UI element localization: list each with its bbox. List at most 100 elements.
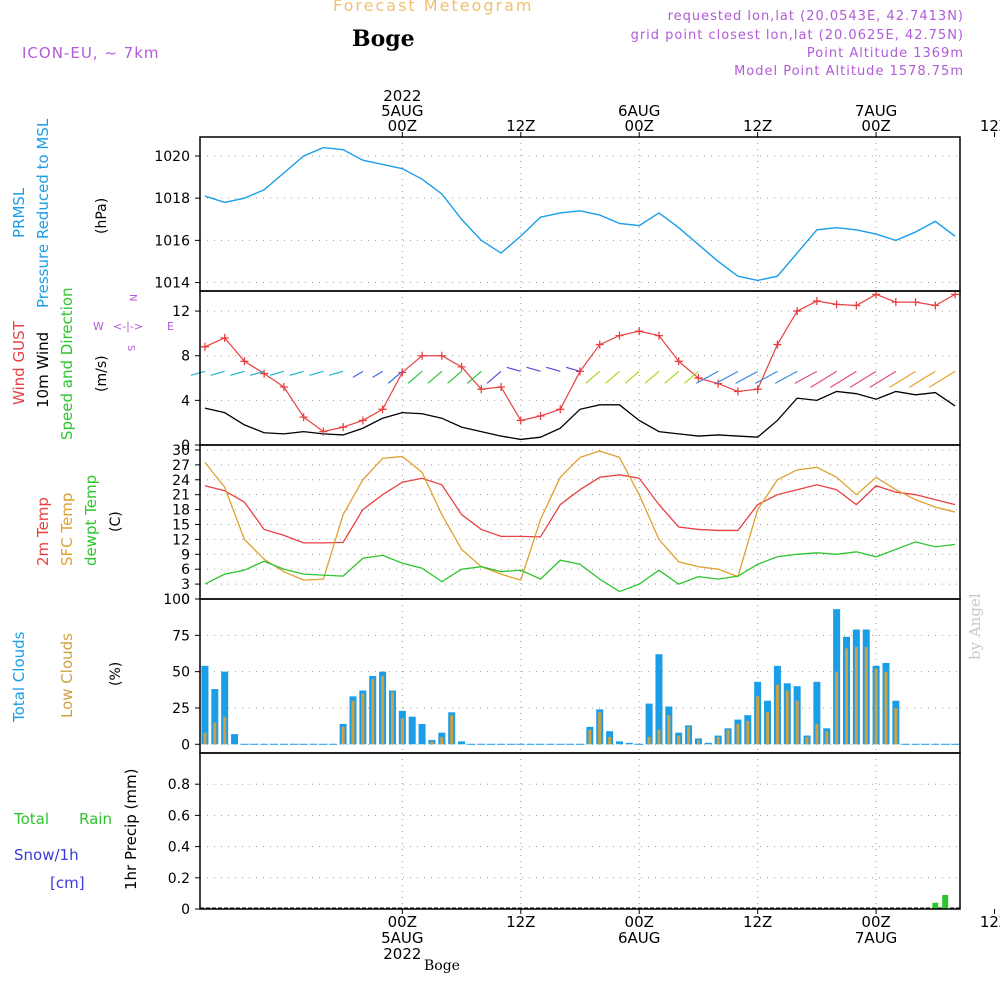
temp-sfc-line xyxy=(204,450,956,581)
y-tick-label: 50 xyxy=(172,665,190,681)
wind-gust-marker xyxy=(437,351,446,360)
low-cloud-bar xyxy=(400,718,404,745)
wind-direction-arrow xyxy=(624,370,640,384)
time-label-top: 6AUG xyxy=(618,102,660,120)
time-label-bottom: 00Z xyxy=(861,913,890,931)
low-cloud-bar xyxy=(588,729,592,745)
y-tick-label: 0.6 xyxy=(168,808,190,824)
y-tick-label: 4 xyxy=(181,393,190,409)
low-cloud-bar xyxy=(608,737,612,745)
wind-direction-arrow xyxy=(644,370,660,384)
total-cloud-bar xyxy=(615,741,623,745)
wind-gust-marker xyxy=(931,301,940,310)
wind-direction-arrow xyxy=(928,370,956,388)
wind-gust-marker xyxy=(339,423,348,432)
y-tick-label: 8 xyxy=(181,349,190,365)
wind-direction-arrow xyxy=(407,370,423,384)
wind-direction-arrow xyxy=(664,370,680,384)
wind-gust-marker xyxy=(279,382,288,391)
y-tick-label: 6 xyxy=(181,562,190,578)
low-cloud-bar xyxy=(835,671,839,745)
low-cloud-bar xyxy=(894,707,898,745)
time-label-top: 5AUG xyxy=(381,102,423,120)
y-tick-label: 0.4 xyxy=(168,840,190,856)
wind-direction-arrow xyxy=(735,370,758,384)
y-tick-label: 1018 xyxy=(154,191,190,207)
low-cloud-bar xyxy=(696,739,700,745)
wind-direction-arrow xyxy=(605,370,620,384)
time-label-top: 12Z xyxy=(743,117,772,135)
low-cloud-bar xyxy=(746,721,750,745)
snow-label: Snow/1h xyxy=(14,846,79,864)
y-tick-label: 30 xyxy=(172,443,190,459)
wind-gust-line xyxy=(204,293,956,433)
wind-gust-marker xyxy=(418,351,427,360)
low-cloud-bar xyxy=(884,671,888,745)
y-tick-label: 12 xyxy=(172,304,190,320)
wind-direction-arrow xyxy=(585,370,601,384)
y-tick-label: 1020 xyxy=(154,149,190,165)
total-cloud-bar xyxy=(645,703,653,745)
low-cloud-bar xyxy=(677,735,681,745)
wind-direction-arrow xyxy=(715,370,739,384)
wind-gust-marker xyxy=(832,300,841,309)
wind-direction-arrow xyxy=(909,370,936,388)
low-cloud-bar xyxy=(371,678,375,745)
time-label-bottom: 5AUG xyxy=(381,929,423,947)
y-tick-label: 21 xyxy=(172,488,190,504)
y-tick-label: 9 xyxy=(181,547,190,563)
wind-direction-arrow xyxy=(830,370,857,388)
wind-direction-arrow xyxy=(774,370,798,384)
low-cloud-bar xyxy=(825,731,829,745)
wind-direction-arrow xyxy=(684,370,699,384)
wind-direction-arrow xyxy=(849,370,877,388)
y-tick-label: 0 xyxy=(181,592,190,608)
wind-gust-marker xyxy=(497,382,506,391)
wind-direction-arrow xyxy=(328,370,344,376)
compass-w: W xyxy=(93,320,104,333)
wind-direction-arrow xyxy=(249,370,265,376)
low-cloud-bar xyxy=(390,691,394,745)
clouds-unit-label: (%) xyxy=(108,662,124,686)
y-tick-label: 100 xyxy=(163,592,190,608)
wind-gust-marker xyxy=(240,357,249,366)
wind-direction-arrow xyxy=(794,370,818,384)
wind-direction-arrow xyxy=(546,366,561,372)
time-label-top: 00Z xyxy=(625,117,654,135)
wind-gust-marker xyxy=(753,385,762,394)
total-cloud-bar xyxy=(813,681,821,745)
pressure-unit-label: (hPa) xyxy=(94,198,110,234)
model-altitude: Model Point Altitude 1578.75m xyxy=(734,64,964,79)
total-cloud-bar xyxy=(211,689,219,745)
wind-gust-marker xyxy=(911,298,920,307)
wind-direction-arrow xyxy=(889,370,916,388)
y-tick-label: 0.8 xyxy=(168,777,190,793)
model-label: ICON-EU, ~ 7km xyxy=(22,44,160,62)
low-cloud-bar xyxy=(667,715,671,745)
wind-gust-marker xyxy=(477,385,486,394)
wind-direction-arrow xyxy=(506,366,521,372)
precip-axis-label: 1hr Precip (mm) xyxy=(122,769,140,890)
time-label-bottom: 7AUG xyxy=(855,929,897,947)
wind-gust-marker xyxy=(536,411,545,420)
time-label-top: 00Z xyxy=(388,117,417,135)
low-cloud-bar xyxy=(864,646,868,745)
bottom-location-label: Boge xyxy=(424,958,460,974)
low-cloud-bar xyxy=(716,737,720,745)
wind-gust-marker xyxy=(398,368,407,377)
time-label-bottom: 12Z xyxy=(506,913,535,931)
panel-frame-pressure xyxy=(199,136,961,292)
wind-10m-line xyxy=(204,390,956,441)
temp-dewpt-label: dewpt Temp xyxy=(82,475,100,566)
wind-gust-marker xyxy=(299,413,308,422)
wind-gust-marker xyxy=(635,327,644,336)
wind-10m-label: 10m Wind xyxy=(34,332,52,408)
prmsl-label: PRMSL xyxy=(10,187,28,238)
wind-gust-label: Wind GUST xyxy=(10,320,28,405)
forecast-title: Forecast Meteogram xyxy=(333,0,534,15)
low-cloud-bar xyxy=(815,723,819,745)
temp-2m-label: 2m Temp xyxy=(34,497,52,566)
low-cloud-bar xyxy=(785,690,789,745)
low-cloud-bar xyxy=(874,668,878,745)
